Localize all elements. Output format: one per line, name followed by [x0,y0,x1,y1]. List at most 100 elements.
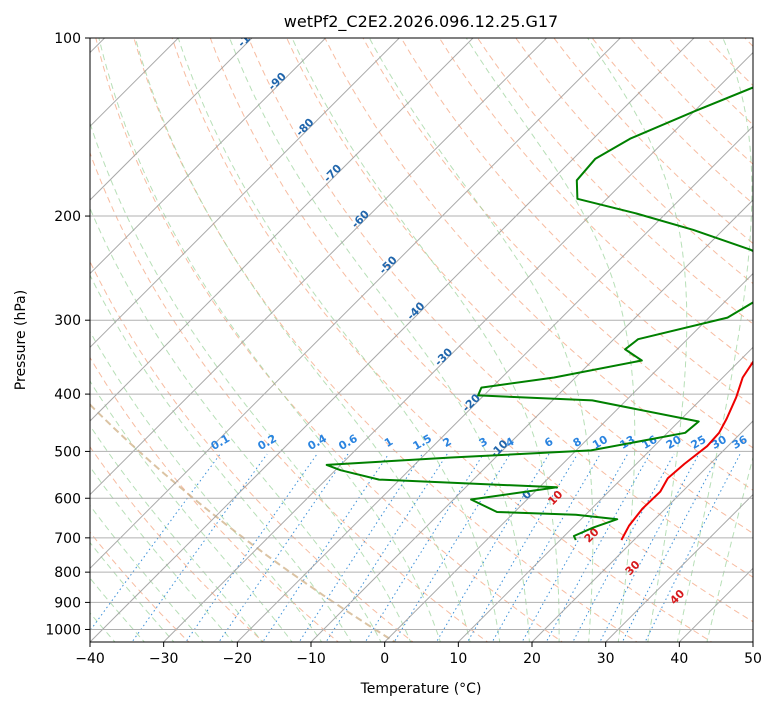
isotherm-label: -70 [321,161,344,184]
x-tick-label: 10 [449,651,467,667]
mixing-ratio-label: 16 [640,433,660,452]
mixing-ratio-label: 1.5 [411,432,434,453]
mixing-ratio-label: 0.2 [256,432,279,453]
moist-adiabat [90,121,412,642]
moist-adiabat [706,455,753,642]
background-lines [90,38,753,642]
isotherm-label: -90 [266,70,289,93]
mixing-ratio-label: 0.4 [306,432,330,453]
mixing-ratio-label: 2 [441,435,454,450]
dry-adiabat [438,38,753,366]
moist-adiabat [90,466,234,642]
moist-adiabat [134,38,471,642]
mixing-ratio-line [599,453,700,642]
dry-adiabat [90,356,339,642]
isotherm-label: -30 [432,345,455,368]
y-tick-label: 700 [54,531,81,547]
moist-adiabat [90,380,293,642]
isotherm [310,199,753,642]
dewpoint-profile [325,86,753,541]
moist-adiabat [368,38,594,642]
mixing-ratio-label: 25 [689,433,709,452]
mixing-ratio-line [185,453,318,642]
moist-adiabat [90,330,323,642]
chart-title: wetPf2_C2E2.2026.096.12.25.G17 [284,12,558,32]
mixing-ratio-line [298,453,423,642]
dry-adiabat [744,38,753,48]
isotherm [162,51,753,642]
isotherm-label: -100 [235,21,264,50]
y-tick-label: 1000 [45,622,81,638]
y-tick-label: 500 [54,444,81,460]
x-tick-label: 40 [670,651,688,667]
dry-adiabat [400,38,753,407]
x-tick-label: 20 [523,651,541,667]
isotherm [752,641,753,642]
mixing-ratio-line [572,453,675,642]
temperature-profile [620,360,753,541]
mixing-ratio-line [131,453,268,642]
x-tick-label: −40 [75,651,105,667]
isotherm [90,38,327,275]
isotherm-label: -60 [349,207,372,230]
isotherm [383,272,753,642]
mixing-ratio-label: 1 [382,435,395,450]
isotherm [90,38,622,570]
isotherm [90,38,695,642]
dry-adiabat [477,38,753,325]
mixing-ratio-line [545,453,651,642]
y-tick-label: 100 [54,31,81,47]
mixing-ratio-label: 3 [477,435,490,450]
mixing-ratio-line [325,453,448,642]
y-tick-label: 300 [54,313,81,329]
moist-adiabat [90,207,382,642]
x-tick-label: 0 [380,651,389,667]
mixing-ratio-line [364,453,484,642]
moist-adiabat [676,38,753,642]
mixing-ratio-line [218,453,349,642]
moist-adiabat [586,38,688,642]
x-axis: −40 −30 −20 −10 0 10 20 30 40 50 [75,642,762,667]
mixing-ratio-line [644,453,741,642]
mixing-ratio-line [521,453,629,642]
dry-adiabat [90,151,489,642]
isotherm [90,38,253,201]
isotherm [90,38,474,422]
dry-adiabat [286,38,753,534]
y-axis: 100 200 300 400 500 600 700 800 900 1000 [45,31,90,638]
mixing-ratio-line [435,453,550,642]
x-tick-label: −10 [296,651,326,667]
mixing-ratio-label: 6 [542,435,555,450]
moist-adiabat [98,38,441,642]
pressure-gridlines [90,38,753,642]
isotherm [90,38,401,349]
isotherm-label: -40 [404,299,427,322]
dry-adiabat-label: 10 [545,488,565,508]
x-tick-label: −20 [223,651,253,667]
moist-adiabat [90,424,264,642]
dry-adiabat [553,38,753,245]
y-tick-label: 200 [54,209,81,225]
mixing-ratio-line [262,453,390,642]
mixing-ratio-line [466,453,579,642]
x-axis-title: Temperature (°C) [360,681,482,697]
dry-adiabat [90,445,265,642]
mixing-ratio-label: 30 [709,433,729,452]
isotherm [457,346,753,642]
mixing-ratio-line [393,453,511,642]
y-tick-label: 400 [54,387,81,403]
dry-adiabat [248,38,753,578]
x-tick-label: 50 [744,651,762,667]
dry-adiabat [90,260,414,642]
y-tick-label: 900 [54,595,81,611]
dry-adiabat [324,38,753,491]
isotherm [236,125,753,642]
x-tick-label: 30 [597,651,615,667]
moist-adiabat [177,38,501,642]
line-labels: -100-90-80-70-60-50-40-30-20-100 10203040… [209,21,750,607]
y-axis-title: Pressure (hPa) [13,290,29,390]
isotherm [531,420,753,642]
dry-adiabat-label: 40 [667,587,687,607]
isotherm [90,38,548,496]
